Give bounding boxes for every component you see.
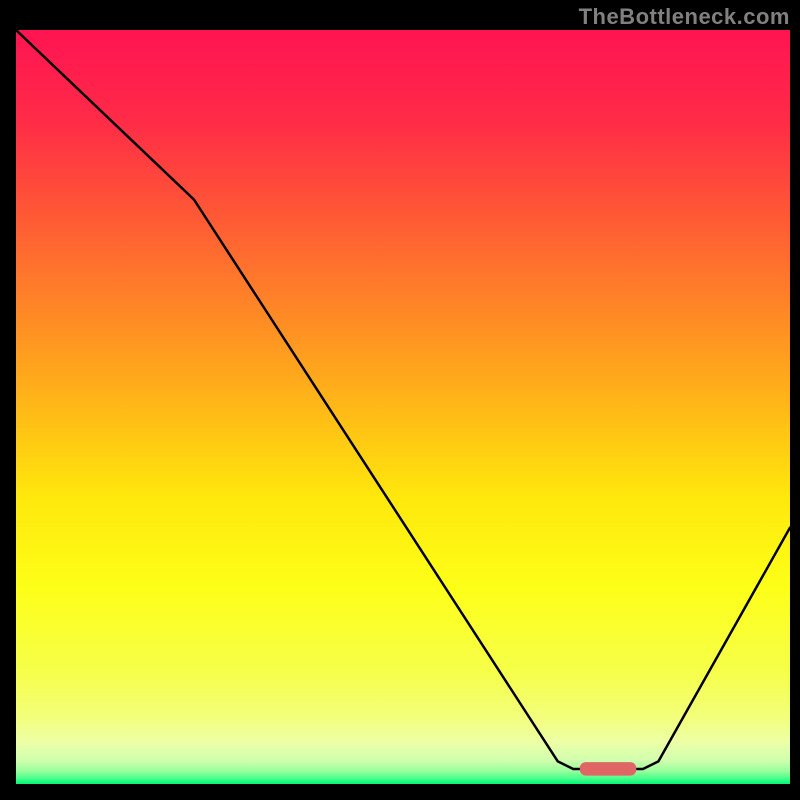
curve-layer xyxy=(16,30,790,784)
watermark-text: TheBottleneck.com xyxy=(579,4,790,30)
bottleneck-curve xyxy=(16,30,790,769)
chart-container: TheBottleneck.com xyxy=(0,0,800,800)
optimum-marker xyxy=(580,762,636,776)
chart-frame xyxy=(10,30,790,790)
